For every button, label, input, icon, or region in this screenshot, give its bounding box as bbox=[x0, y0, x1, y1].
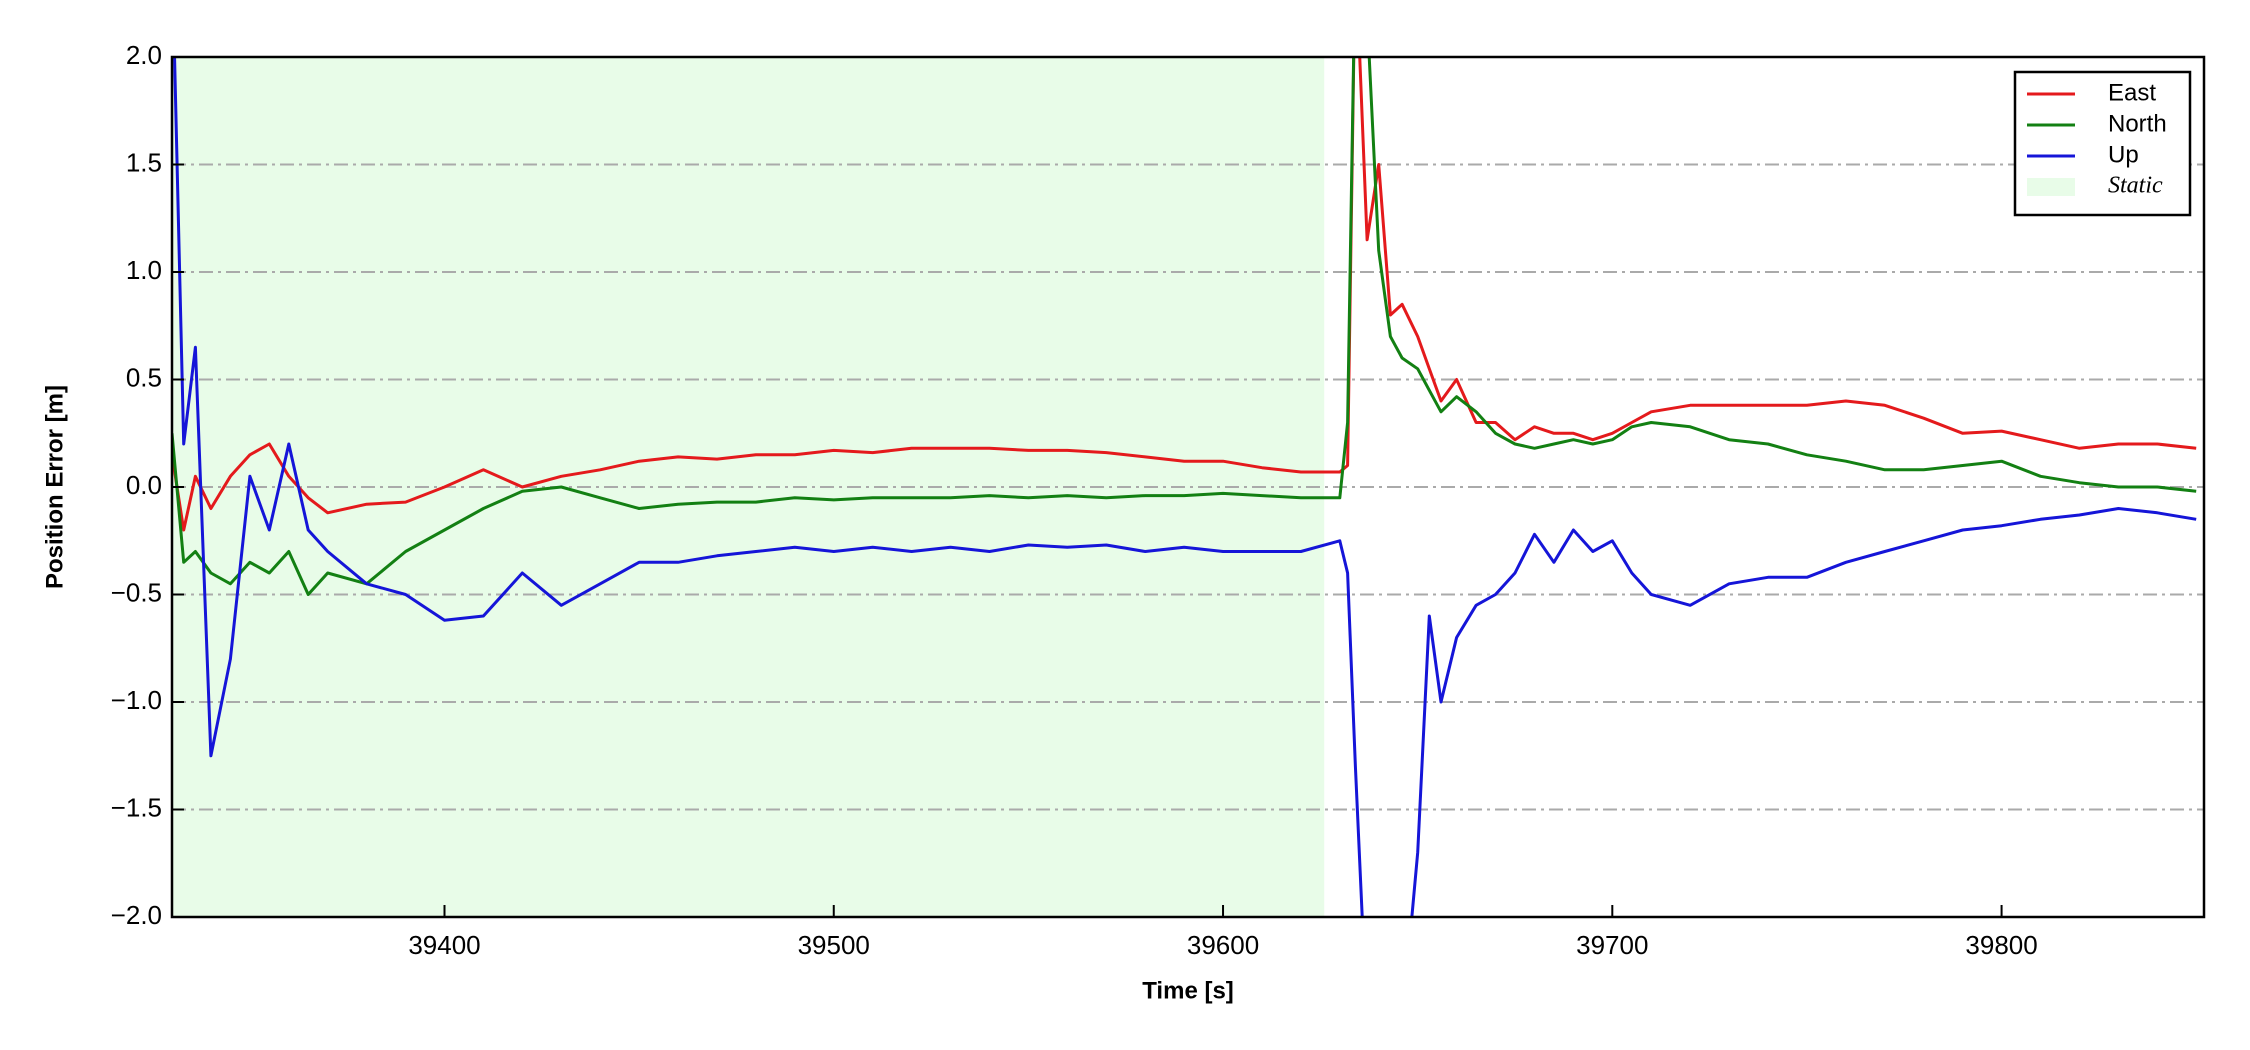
plot-area bbox=[172, 57, 2204, 917]
x-tick-label: 39800 bbox=[1965, 930, 2037, 960]
plot-frame bbox=[170, 55, 2206, 919]
y-tick-label: 0.0 bbox=[126, 470, 162, 500]
legend-label: East bbox=[2108, 79, 2156, 106]
x-tick-label: 39500 bbox=[798, 930, 870, 960]
y-tick-label: 2.0 bbox=[126, 40, 162, 70]
series-line bbox=[173, 57, 2197, 917]
y-tick-label: −1.0 bbox=[111, 685, 162, 715]
y-tick-label: 1.0 bbox=[126, 255, 162, 285]
x-tick-label: 39600 bbox=[1187, 930, 1259, 960]
x-tick-label: 39700 bbox=[1576, 930, 1648, 960]
series-line bbox=[172, 57, 2197, 532]
y-tick-label: 1.5 bbox=[126, 147, 162, 177]
legend-label: Static bbox=[2108, 173, 2163, 199]
x-axis-label: Time [s] bbox=[1142, 977, 1234, 1004]
legend-swatch bbox=[2027, 178, 2075, 196]
legend-label: North bbox=[2108, 110, 2167, 137]
y-tick-label: −0.5 bbox=[111, 577, 162, 607]
y-axis-label: Position Error [m] bbox=[41, 385, 68, 589]
series-line bbox=[172, 57, 2197, 596]
y-tick-label: 0.5 bbox=[126, 362, 162, 392]
x-tick-label: 39400 bbox=[408, 930, 480, 960]
legend-label: Up bbox=[2108, 141, 2139, 168]
y-tick-label: −1.5 bbox=[111, 792, 162, 822]
y-tick-label: −2.0 bbox=[111, 900, 162, 930]
